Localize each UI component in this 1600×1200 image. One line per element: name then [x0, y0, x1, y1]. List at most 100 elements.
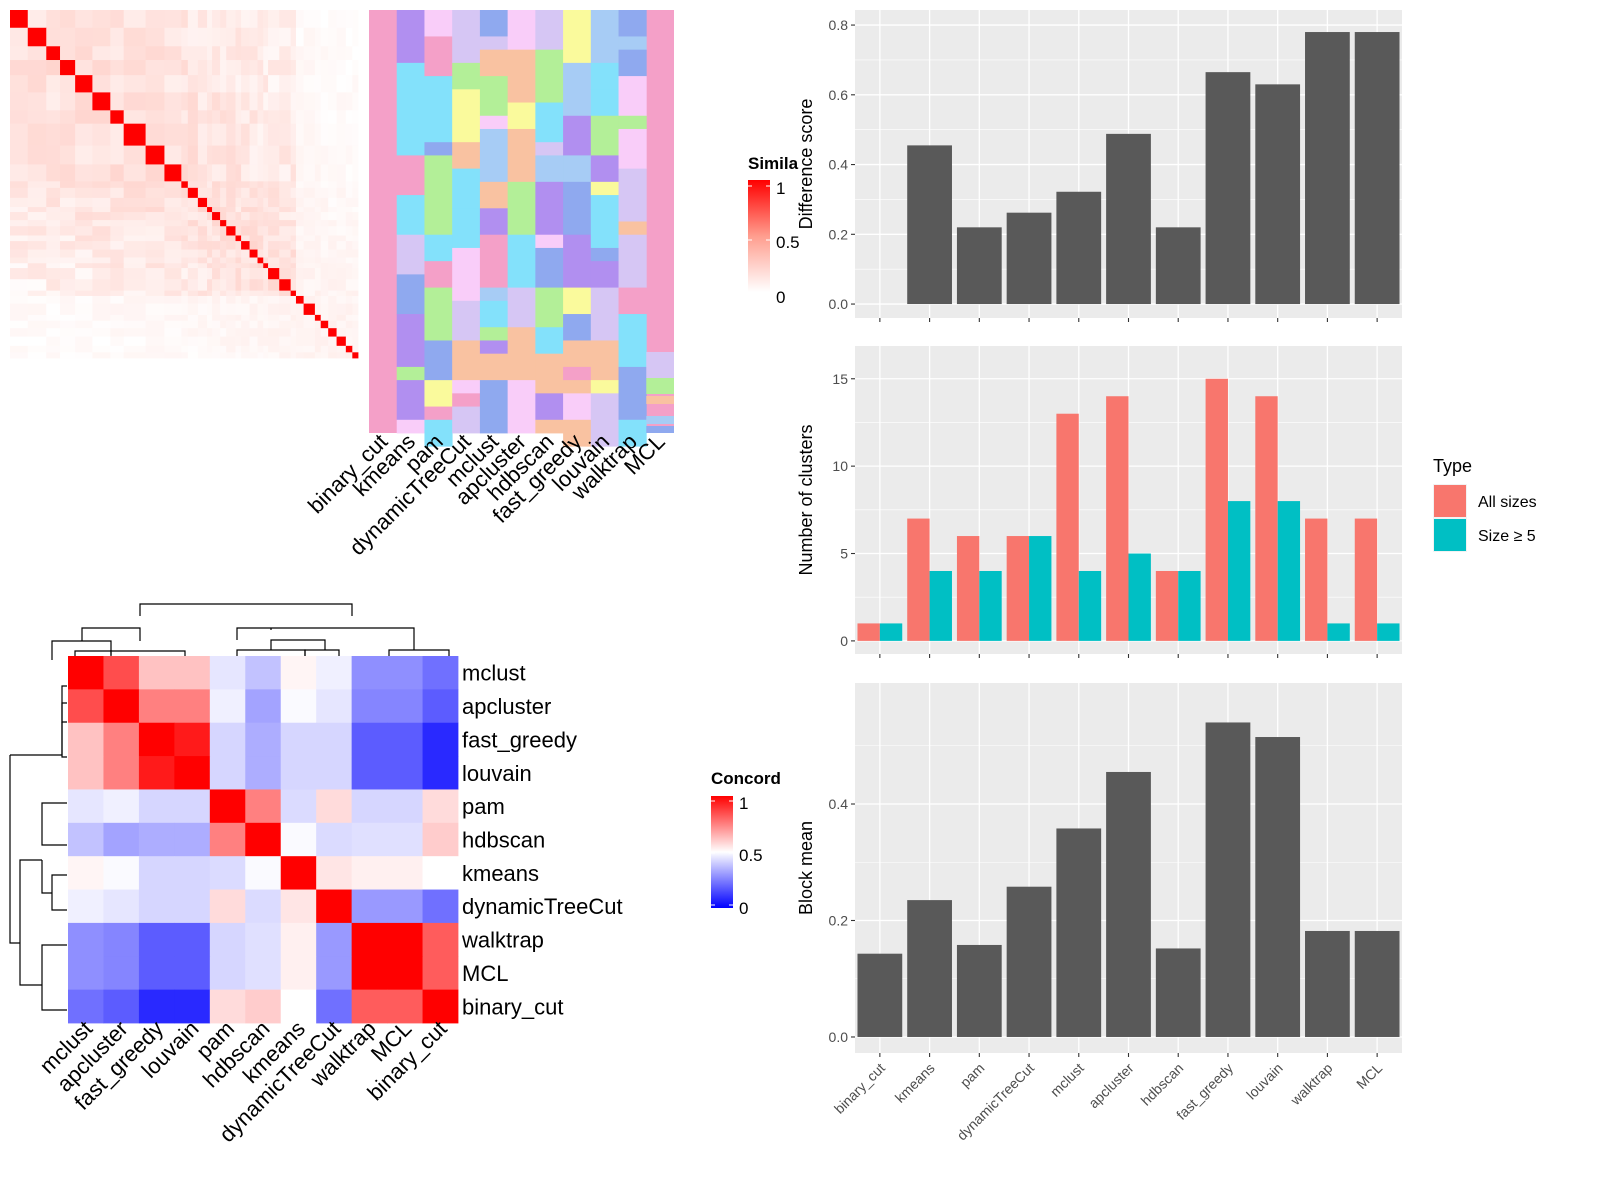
similarity-cell	[257, 314, 264, 322]
similarity-cell	[60, 320, 76, 329]
concordance-cell	[209, 856, 246, 890]
similarity-cell	[46, 207, 61, 213]
similarity-cell	[328, 60, 337, 76]
similarity-cell	[212, 92, 221, 111]
similarity-cell	[220, 181, 227, 189]
similarity-cell	[75, 181, 93, 189]
concordance-cell	[103, 922, 140, 957]
cluster-cell	[452, 142, 481, 170]
similarity-cell	[27, 345, 47, 353]
similarity-cell	[336, 290, 347, 297]
similarity-cell	[46, 345, 61, 353]
similarity-cell	[345, 320, 353, 329]
cluster-cell	[452, 300, 481, 341]
similarity-cell	[226, 75, 236, 93]
cluster-cell	[452, 340, 481, 381]
y-tick-label: 0.4	[829, 796, 849, 812]
similarity-cell	[46, 110, 61, 125]
similarity-cell	[197, 110, 208, 125]
similarity-cell	[235, 145, 242, 165]
similarity-cell	[328, 212, 337, 221]
similarity-cell	[345, 110, 353, 125]
similarity-cell	[249, 336, 258, 347]
similarity-cell	[212, 257, 221, 264]
similarity-cell	[328, 46, 337, 61]
similarity-cell	[92, 212, 111, 221]
similarity-cell	[197, 212, 208, 221]
similarity-cell	[268, 328, 280, 337]
similarity-cell	[352, 75, 359, 93]
similarity-cell	[220, 220, 227, 227]
similarity-cell	[164, 10, 182, 29]
similarity-cell	[10, 110, 29, 125]
similarity-cell	[345, 187, 353, 199]
cluster-cell	[479, 115, 509, 130]
similarity-cell	[352, 181, 359, 189]
similarity-cell	[164, 263, 182, 269]
similarity-cell	[249, 181, 258, 189]
similarity-cell	[226, 10, 236, 29]
similarity-cell	[123, 46, 147, 61]
similarity-cell	[164, 320, 182, 329]
similarity-cell	[345, 212, 353, 221]
similarity-cell	[75, 336, 93, 347]
similarity-cell	[336, 279, 347, 292]
bar-charts: 0.0 0.2 0.4 0.6 0.8 Difference score 0 5 10 15 Num…	[796, 10, 1537, 1143]
similarity-cell	[249, 295, 258, 305]
similarity-cell	[345, 303, 353, 316]
concordance-cell	[68, 756, 104, 790]
similarity-cell	[303, 336, 316, 347]
similarity-cell	[212, 220, 221, 227]
similarity-cell	[27, 197, 47, 208]
similarity-cell	[336, 181, 347, 189]
similarity-cell	[92, 110, 111, 125]
similarity-cell	[345, 60, 353, 76]
similarity-cell	[320, 290, 329, 297]
concordance-cell	[68, 889, 104, 924]
concordance-cell	[245, 989, 282, 1024]
similarity-cell	[164, 187, 182, 199]
concordance-cell	[351, 689, 388, 724]
similarity-cell	[181, 27, 189, 47]
similarity-cell	[320, 320, 329, 329]
similarity-cell	[336, 241, 347, 250]
similarity-cell	[268, 145, 280, 165]
similarity-cell	[352, 290, 359, 297]
similarity-cell	[320, 92, 329, 111]
bar-walktrap-size-ge-5	[1327, 623, 1350, 641]
similarity-cell	[207, 145, 213, 165]
similarity-cell	[268, 212, 280, 221]
similarity-cell	[60, 75, 76, 93]
similarity-cell	[314, 123, 322, 147]
similarity-cell	[164, 75, 182, 93]
similarity-cell	[187, 226, 199, 236]
similarity-cell	[352, 220, 359, 227]
similarity-cell	[328, 241, 337, 250]
cluster-cell	[424, 406, 453, 421]
similarity-cell	[123, 320, 147, 329]
similarity-cell	[328, 290, 337, 297]
cluster-cell	[507, 380, 536, 434]
similarity-cell	[123, 295, 147, 305]
similarity-legend: Simila 1 0.5 0	[748, 154, 800, 307]
cluster-cell	[535, 49, 564, 64]
concordance-cell	[387, 989, 423, 1024]
similarity-cell	[249, 123, 258, 147]
similarity-cell	[220, 92, 227, 111]
similarity-cell	[212, 27, 221, 47]
similarity-cell	[212, 290, 221, 297]
similarity-cell	[314, 336, 322, 347]
similarity-cell	[187, 187, 199, 199]
similarity-cell	[235, 263, 242, 269]
concordance-cell	[138, 656, 175, 690]
similarity-cell	[352, 187, 359, 199]
similarity-cell	[268, 336, 280, 347]
similarity-cell	[290, 328, 297, 337]
similarity-cell	[328, 320, 337, 329]
similarity-cell	[197, 314, 208, 322]
cluster-cell	[396, 155, 425, 196]
similarity-cell	[290, 92, 297, 111]
similarity-cell	[145, 220, 165, 227]
similarity-cell	[268, 295, 280, 305]
similarity-cell	[303, 75, 316, 93]
